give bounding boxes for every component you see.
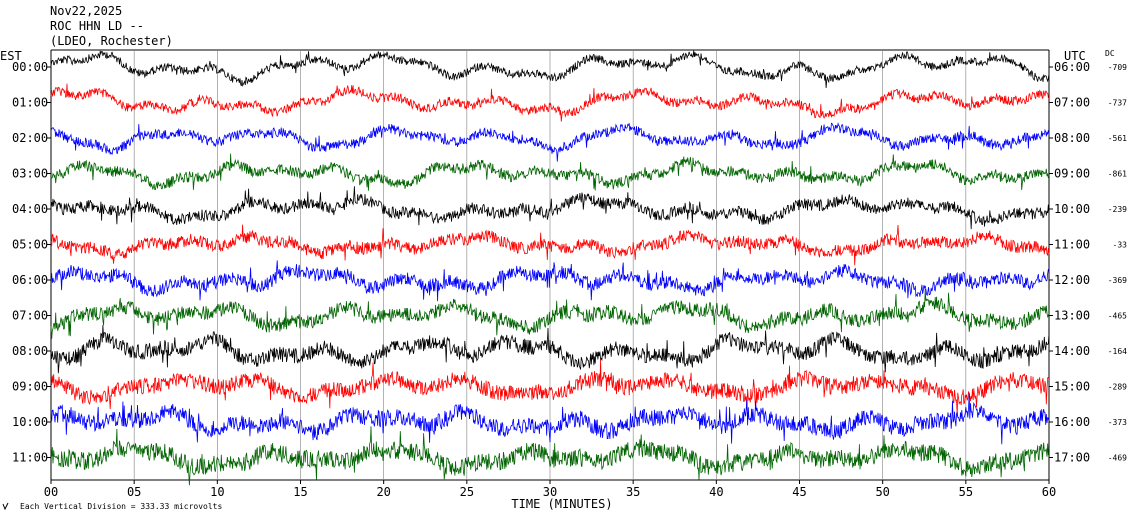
trace-0400 bbox=[50, 186, 1050, 230]
trace-1000 bbox=[50, 392, 1050, 445]
trace-0500 bbox=[50, 224, 1050, 266]
trace-lines bbox=[50, 50, 1050, 486]
trace-1100 bbox=[50, 426, 1050, 486]
est-row-label: 08:00 bbox=[12, 344, 48, 358]
dc-offset-label: -465 bbox=[1108, 312, 1127, 321]
trace-0600 bbox=[50, 260, 1050, 302]
dc-offset-label: -239 bbox=[1108, 205, 1127, 214]
dc-offset-label: -709 bbox=[1108, 63, 1127, 72]
x-tick-label: 50 bbox=[875, 485, 889, 499]
dc-offset-label: -561 bbox=[1108, 134, 1127, 143]
utc-row-label: 09:00 bbox=[1054, 167, 1090, 181]
x-tick-label: 25 bbox=[460, 485, 474, 499]
dc-offset-label: -861 bbox=[1108, 170, 1127, 179]
x-tick-label: 15 bbox=[293, 485, 307, 499]
dc-offset-label: -289 bbox=[1108, 383, 1127, 392]
dc-header: DC bbox=[1105, 49, 1115, 58]
est-row-label: 02:00 bbox=[12, 131, 48, 145]
dc-offset-label: -369 bbox=[1108, 276, 1127, 285]
dc-offset-label: -164 bbox=[1108, 347, 1127, 356]
utc-row-label: 08:00 bbox=[1054, 131, 1090, 145]
utc-row-label: 15:00 bbox=[1054, 380, 1090, 394]
trace-0100 bbox=[50, 83, 1050, 122]
left-zone-label: EST bbox=[0, 49, 22, 63]
plot-station: ROC HHN LD -- bbox=[50, 19, 144, 33]
dc-offset-label: -373 bbox=[1108, 418, 1127, 427]
utc-row-label: 07:00 bbox=[1054, 96, 1090, 110]
x-tick-label: 30 bbox=[543, 485, 557, 499]
scale-icon bbox=[2, 502, 9, 511]
utc-row-label: 12:00 bbox=[1054, 273, 1090, 287]
x-tick-label: 55 bbox=[959, 485, 973, 499]
est-row-label: 09:00 bbox=[12, 380, 48, 394]
trace-0700 bbox=[50, 289, 1050, 339]
utc-row-label: 13:00 bbox=[1054, 309, 1090, 323]
x-tick-labels: 00 05 10 15 20 25 30 35 40 45 50 55 60 bbox=[44, 480, 1056, 499]
plot-network: (LDEO, Rochester) bbox=[50, 34, 173, 48]
trace-0800 bbox=[50, 325, 1050, 374]
right-zone-label: UTC bbox=[1064, 49, 1086, 63]
x-tick-label: 35 bbox=[626, 485, 640, 499]
trace-0900 bbox=[50, 359, 1050, 417]
x-tick-label: 10 bbox=[210, 485, 224, 499]
utc-row-label: 16:00 bbox=[1054, 415, 1090, 429]
plot-date: Nov22,2025 bbox=[50, 4, 122, 18]
utc-row-label: 14:00 bbox=[1054, 344, 1090, 358]
row-labels: 00:00 06:00 -709 01:00 07:00 -737 02:00 08:00 -5… bbox=[12, 60, 1127, 465]
x-tick-label: 45 bbox=[792, 485, 806, 499]
est-row-label: 03:00 bbox=[12, 167, 48, 181]
est-row-label: 00:00 bbox=[12, 60, 48, 74]
dc-offset-label: -737 bbox=[1108, 99, 1127, 108]
x-tick-label: 40 bbox=[709, 485, 723, 499]
utc-row-label: 11:00 bbox=[1054, 238, 1090, 252]
est-row-label: 11:00 bbox=[12, 451, 48, 465]
est-row-label: 10:00 bbox=[12, 415, 48, 429]
scale-footnote: Each Vertical Division = 333.33 microvol… bbox=[20, 502, 222, 511]
dc-offset-label: -469 bbox=[1108, 454, 1127, 463]
est-row-label: 06:00 bbox=[12, 273, 48, 287]
x-axis-title: TIME (MINUTES) bbox=[511, 497, 612, 511]
est-row-label: 05:00 bbox=[12, 238, 48, 252]
x-tick-label: 00 bbox=[44, 485, 58, 499]
utc-row-label: 06:00 bbox=[1054, 60, 1090, 74]
utc-row-label: 17:00 bbox=[1054, 451, 1090, 465]
time-gridlines bbox=[133, 50, 967, 480]
dc-offset-label: -33 bbox=[1113, 241, 1128, 250]
trace-0200 bbox=[50, 122, 1050, 162]
trace-0300 bbox=[50, 153, 1050, 191]
x-tick-label: 20 bbox=[376, 485, 390, 499]
est-row-label: 01:00 bbox=[12, 96, 48, 110]
trace-0000 bbox=[50, 50, 1050, 89]
est-row-label: 07:00 bbox=[12, 309, 48, 323]
x-tick-label: 60 bbox=[1042, 485, 1056, 499]
est-row-label: 04:00 bbox=[12, 202, 48, 216]
x-tick-label: 05 bbox=[127, 485, 141, 499]
utc-row-label: 10:00 bbox=[1054, 202, 1090, 216]
